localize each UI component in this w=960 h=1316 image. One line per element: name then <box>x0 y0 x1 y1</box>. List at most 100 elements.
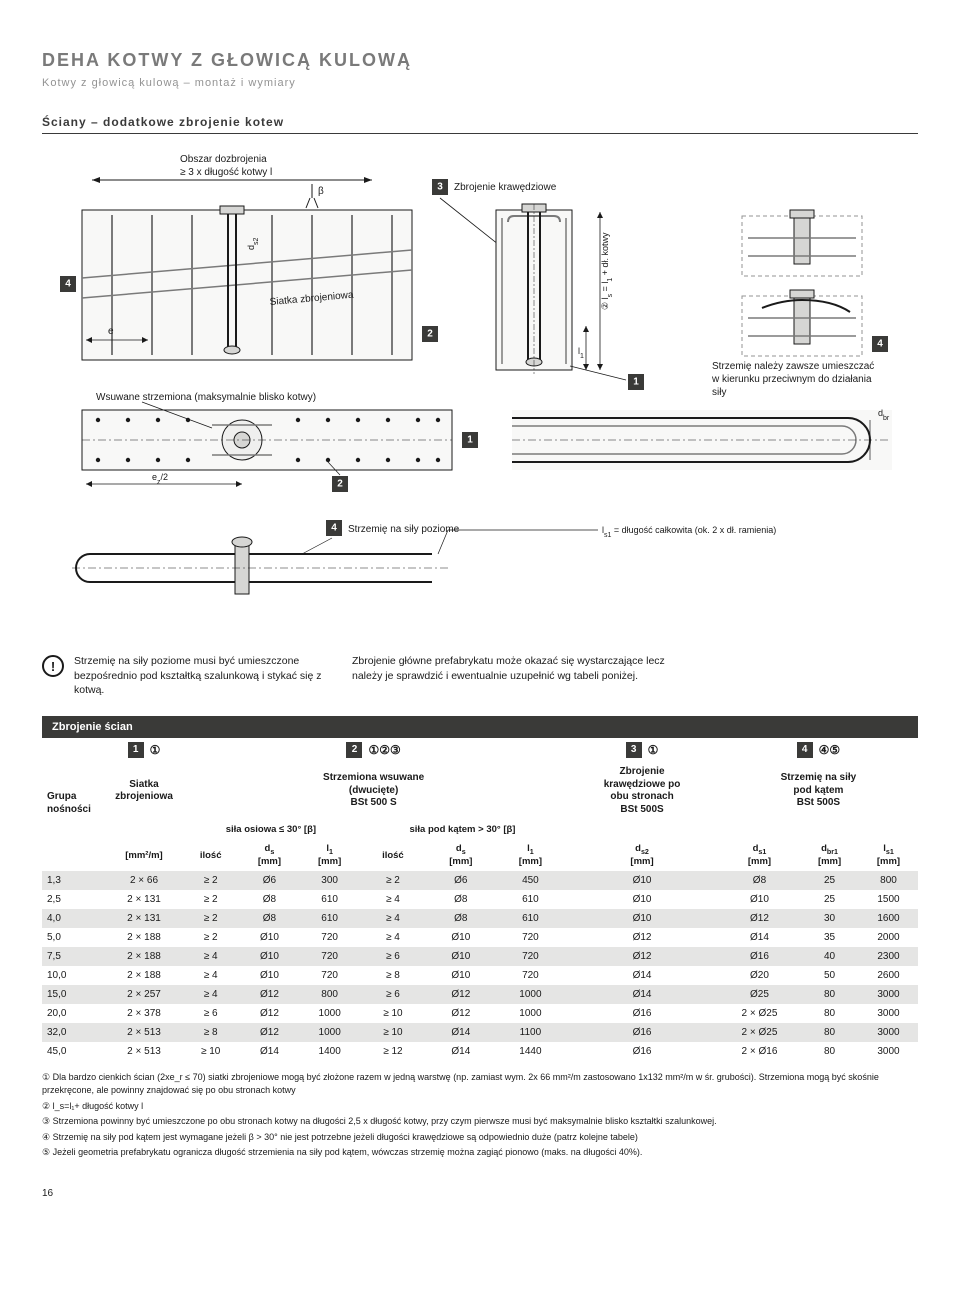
sh-ds2c: ds2[mm] <box>565 839 719 871</box>
table-cell: ≥ 6 <box>360 985 426 1004</box>
table-cell: 2 × Ø25 <box>719 1023 800 1042</box>
table-cell: Ø12 <box>565 947 719 966</box>
warning-icon: ! <box>42 655 64 677</box>
table-cell: Ø12 <box>426 1004 496 1023</box>
table-cell: Ø12 <box>239 985 299 1004</box>
warn-note: Strzemię na siły poziome musi być umiesz… <box>74 654 334 698</box>
table-cell: Ø8 <box>239 909 299 928</box>
table-cell: 1000 <box>496 985 566 1004</box>
table-cell: 50 <box>800 966 859 985</box>
upper-left-elevation: ds2 Siatka zbrojeniowa <box>82 206 412 360</box>
colhead-badge-2: 2 <box>346 742 362 758</box>
obs-label-2: ≥ 3 x długość kotwy l <box>180 167 272 178</box>
badge-4-right: 4 <box>877 339 883 350</box>
page-title: DEHA KOTWY Z GŁOWICĄ KULOWĄ <box>42 50 918 71</box>
table-cell: 1440 <box>496 1042 566 1061</box>
table-cell: 2 × 188 <box>106 947 182 966</box>
table-cell: 2 × 378 <box>106 1004 182 1023</box>
table-cell: Ø20 <box>719 966 800 985</box>
table-cell: Ø10 <box>426 928 496 947</box>
table-cell: ≥ 2 <box>182 890 239 909</box>
table-body: 1,32 × 66≥ 2Ø6300≥ 2Ø6450Ø10Ø8258002,52 … <box>42 871 918 1061</box>
angled-label: siła pod kątem > 30° [β] <box>360 820 565 839</box>
table-row: 32,02 × 513≥ 8Ø121000≥ 10Ø141100Ø162 × Ø… <box>42 1023 918 1042</box>
footnote-4: ④ Strzemię na siły pod kątem jest wymaga… <box>42 1131 918 1145</box>
table-cell: 610 <box>300 890 360 909</box>
table-cell: 2 × Ø16 <box>719 1042 800 1061</box>
beta-label: β <box>318 186 324 197</box>
table-cell: ≥ 12 <box>360 1042 426 1061</box>
table-cell: 610 <box>300 909 360 928</box>
table-cell: ≥ 4 <box>360 928 426 947</box>
badge-1-mid: 1 <box>633 377 639 388</box>
colhead-badge-3: 3 <box>626 742 642 758</box>
table-cell: ≥ 6 <box>182 1004 239 1023</box>
table-row: 2,52 × 131≥ 2Ø8610≥ 4Ø8610Ø10Ø10251500 <box>42 890 918 909</box>
table-cell: 80 <box>800 1042 859 1061</box>
table-cell: Ø16 <box>565 1004 719 1023</box>
table-cell: Ø14 <box>565 985 719 1004</box>
colhead-circ-2: ①②③ <box>368 743 400 758</box>
table-cell: 450 <box>496 871 566 890</box>
coldesc-2: Strzemiona wsuwane(dwucięte)BSt 500 S <box>182 762 565 820</box>
sh-ds2: ds[mm] <box>426 839 496 871</box>
table-cell: 1500 <box>859 890 918 909</box>
table-row: 10,02 × 188≥ 4Ø10720≥ 8Ø10720Ø14Ø2050260… <box>42 966 918 985</box>
table-cell: ≥ 8 <box>360 966 426 985</box>
table-cell: Ø10 <box>565 871 719 890</box>
table-cell: ≥ 10 <box>182 1042 239 1061</box>
section-detail <box>496 204 572 374</box>
strz-poziome-label: Strzemię na siły poziome <box>348 524 460 535</box>
table-cell: Ø10 <box>565 890 719 909</box>
table-cell: 1100 <box>496 1023 566 1042</box>
table-cell: ≥ 4 <box>182 947 239 966</box>
table-cell: 2 × 188 <box>106 928 182 947</box>
footnote-1: ① Dla bardzo cienkich ścian (2xe_r ≤ 70)… <box>42 1071 918 1098</box>
badge-2a: 2 <box>427 329 433 340</box>
table-header-bar: Zbrojenie ścian <box>42 716 918 738</box>
table-cell: Ø25 <box>719 985 800 1004</box>
table-cell: Ø10 <box>239 966 299 985</box>
table-cell: 32,0 <box>42 1023 106 1042</box>
table-cell: Ø8 <box>426 909 496 928</box>
table-cell: 3000 <box>859 1023 918 1042</box>
table-cell: 7,5 <box>42 947 106 966</box>
table-cell: 720 <box>496 947 566 966</box>
diagram-area: Obszar dozbrojenia ≥ 3 x długość kotwy l… <box>42 150 918 640</box>
table-cell: Ø16 <box>565 1023 719 1042</box>
table-cell: Ø6 <box>426 871 496 890</box>
table-cell: ≥ 8 <box>182 1023 239 1042</box>
table-cell: Ø10 <box>426 947 496 966</box>
table-cell: 10,0 <box>42 966 106 985</box>
table-cell: 3000 <box>859 985 918 1004</box>
footnotes: ① Dla bardzo cienkich ścian (2xe_r ≤ 70)… <box>42 1071 918 1160</box>
coldesc-1: Siatkazbrojeniowa <box>106 762 182 820</box>
table-cell: 2 × 513 <box>106 1023 182 1042</box>
table-cell: 720 <box>496 966 566 985</box>
table-cell: Ø12 <box>719 909 800 928</box>
table-cell: 2600 <box>859 966 918 985</box>
table-cell: ≥ 4 <box>182 966 239 985</box>
colhead-circ-1: ① <box>150 743 161 758</box>
table-cell: Ø14 <box>426 1042 496 1061</box>
footnote-2: ② l_s=l₁+ długość kotwy l <box>42 1100 918 1114</box>
left-label: Grupanośności <box>42 738 106 820</box>
table-cell: Ø12 <box>565 928 719 947</box>
ls1-formula: ls1 = długość całkowita (ok. 2 x dł. ram… <box>602 525 776 539</box>
l1-label: l1 <box>578 346 584 360</box>
plan-view <box>82 410 452 470</box>
e-label: e <box>108 326 114 337</box>
sh-ls1: ls1[mm] <box>859 839 918 871</box>
table-cell: 15,0 <box>42 985 106 1004</box>
table-cell: 800 <box>859 871 918 890</box>
table-cell: ≥ 4 <box>360 890 426 909</box>
table-cell: 1400 <box>300 1042 360 1061</box>
table-cell: 45,0 <box>42 1042 106 1061</box>
table-cell: Ø14 <box>426 1023 496 1042</box>
table-cell: ≥ 2 <box>182 928 239 947</box>
table-cell: 80 <box>800 985 859 1004</box>
table-cell: 30 <box>800 909 859 928</box>
badge-1-plan: 1 <box>467 435 473 446</box>
table-cell: Ø14 <box>239 1042 299 1061</box>
colhead-circ-3: ① <box>648 743 659 758</box>
